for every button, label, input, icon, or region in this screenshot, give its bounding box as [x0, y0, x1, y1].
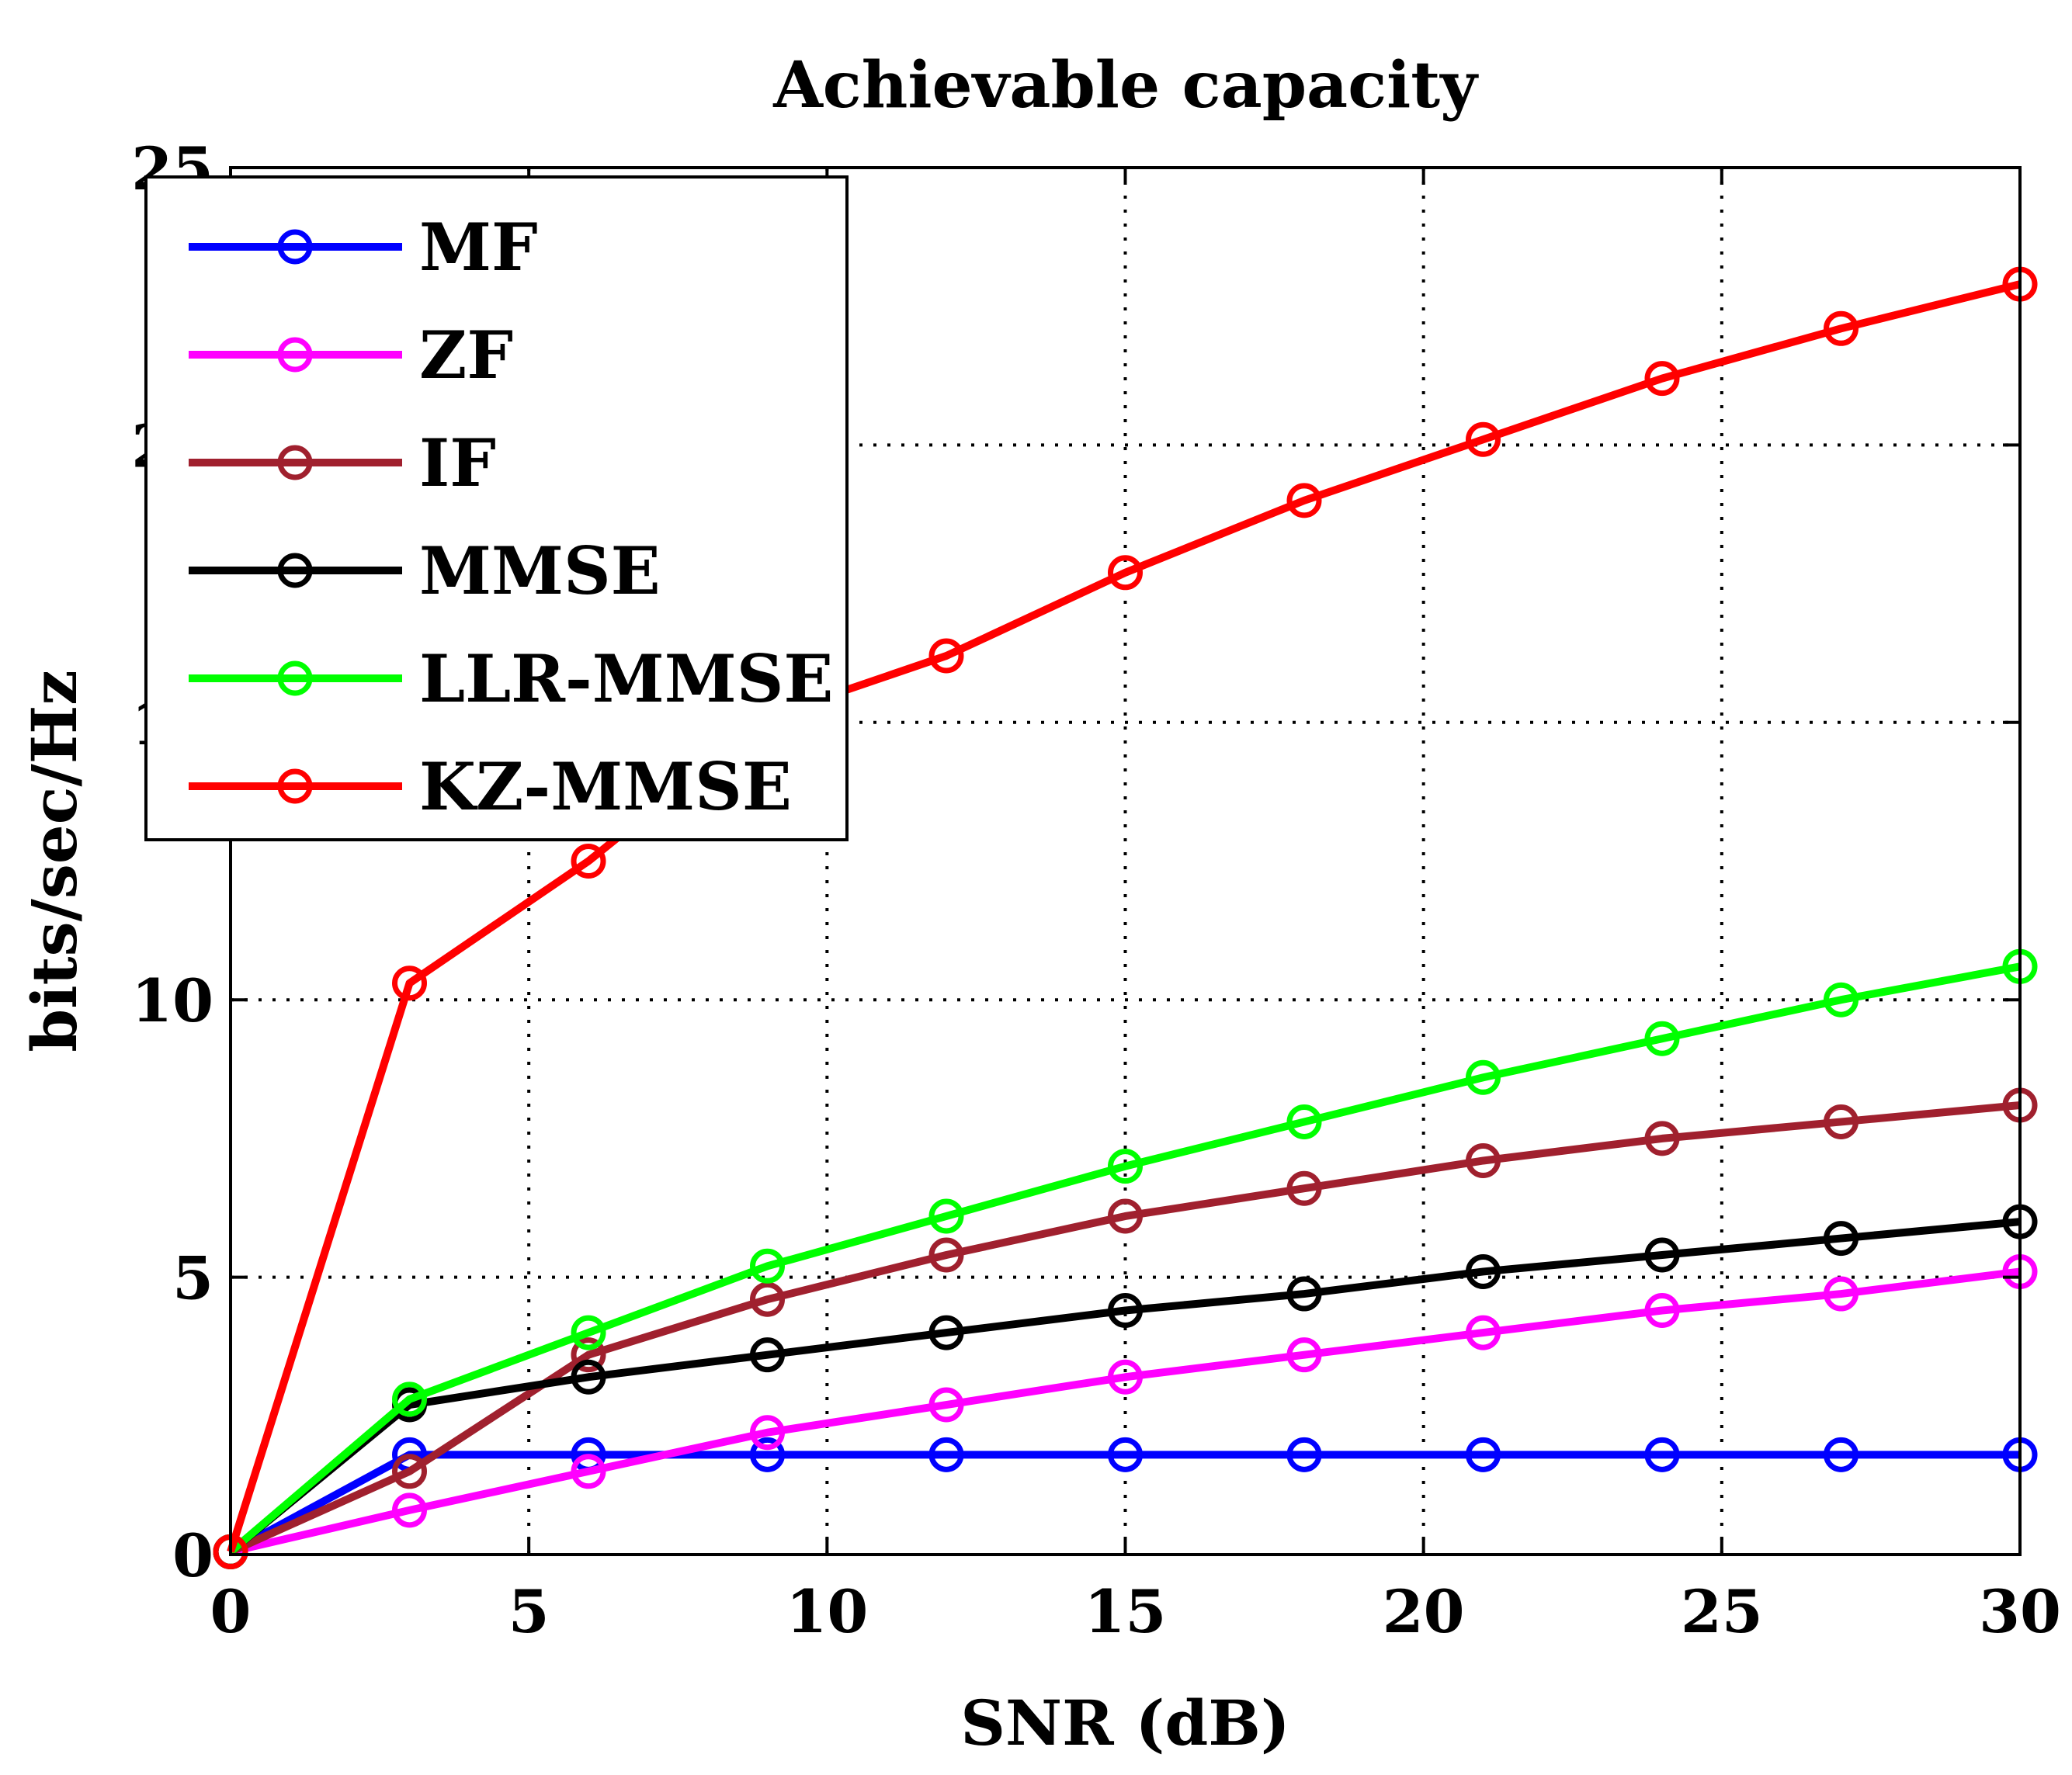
series-mmse	[213, 1204, 2038, 1569]
data-point	[1108, 1437, 1143, 1472]
legend-swatch-marker	[277, 229, 313, 265]
data-point	[1644, 361, 1680, 397]
x-tick-label: 30	[1979, 1577, 2061, 1646]
data-point	[392, 966, 427, 1001]
data-point	[750, 1415, 785, 1451]
legend-swatch-marker	[277, 660, 313, 696]
series-line	[227, 962, 2021, 1555]
data-point	[1824, 310, 1859, 346]
chart-title: Achievable capacity	[772, 48, 1479, 123]
legend-label: IF	[419, 425, 496, 501]
series-layer	[213, 266, 2038, 1569]
data-point	[1644, 1021, 1680, 1056]
data-point	[750, 1337, 785, 1373]
legend-swatch-marker	[277, 768, 313, 804]
data-point	[928, 1315, 964, 1350]
data-point	[1466, 1253, 1501, 1289]
x-tick-label: 0	[210, 1577, 252, 1646]
data-point	[1824, 1221, 1859, 1257]
legend-swatch-marker	[277, 445, 313, 480]
data-point	[571, 1315, 606, 1350]
series-line	[228, 1101, 2021, 1555]
data-point	[928, 1198, 964, 1234]
legend-label: MF	[419, 209, 538, 286]
data-point	[928, 1237, 964, 1273]
series-line	[228, 1451, 2020, 1555]
legend-label: MMSE	[419, 532, 661, 609]
grid	[231, 168, 2020, 1555]
data-point	[1466, 1059, 1501, 1095]
data-point	[571, 1337, 606, 1373]
data-point	[392, 1492, 427, 1528]
data-point	[1286, 1170, 1322, 1206]
x-tick-label: 20	[1383, 1577, 1465, 1646]
data-point	[1286, 1337, 1322, 1373]
data-point	[571, 844, 606, 879]
data-point	[750, 1248, 785, 1284]
ticks: 0510152025300510152025	[131, 134, 2061, 1646]
legend: MF ZF IF MMSE LLR-MMSE KZ-MMSE	[144, 175, 849, 841]
y-tick-label: 5	[172, 1244, 213, 1313]
legend-label: LLR-MMSE	[419, 640, 833, 717]
legend-item: MF	[189, 209, 538, 286]
x-tick-label: 10	[786, 1577, 868, 1646]
series-line	[227, 1218, 2021, 1555]
x-axis-label: SNR (dB)	[960, 1687, 1290, 1759]
data-point	[1644, 1121, 1680, 1156]
data-point	[1108, 555, 1143, 591]
legend-swatch-marker	[277, 553, 313, 588]
data-point	[1466, 421, 1501, 457]
x-tick-label: 5	[508, 1577, 550, 1646]
data-point	[1824, 1104, 1859, 1139]
x-tick-label: 25	[1681, 1577, 1763, 1646]
data-point	[750, 1437, 785, 1472]
data-point	[928, 638, 964, 674]
y-tick-label: 0	[172, 1521, 213, 1590]
data-point	[571, 1454, 606, 1489]
data-point	[1466, 1315, 1501, 1350]
data-point	[1824, 1437, 1859, 1472]
data-point	[1644, 1292, 1680, 1328]
data-point	[1286, 483, 1322, 518]
series-line	[229, 1267, 2021, 1556]
legend-item: ZF	[189, 317, 513, 393]
data-point	[1108, 1149, 1143, 1184]
data-point	[1286, 1276, 1322, 1312]
data-point	[1824, 982, 1859, 1018]
data-point	[928, 1437, 964, 1472]
legend-item: KZ-MMSE	[189, 748, 792, 825]
legend-box	[144, 175, 849, 841]
data-point	[1108, 1292, 1143, 1328]
data-point	[928, 1387, 964, 1423]
series-line	[227, 280, 2022, 1553]
legend-item: MMSE	[189, 532, 661, 609]
data-point	[1466, 1142, 1501, 1178]
x-tick-label: 15	[1085, 1577, 1167, 1646]
data-point	[1644, 1237, 1680, 1273]
data-point	[1824, 1276, 1859, 1312]
legend-swatch-marker	[277, 337, 313, 373]
legend-item: LLR-MMSE	[189, 640, 833, 717]
data-point	[1644, 1437, 1680, 1472]
data-point	[571, 1359, 606, 1395]
data-point	[1108, 1198, 1143, 1234]
data-point	[1286, 1104, 1322, 1139]
y-axis-label: bits/sec/Hz	[18, 670, 91, 1052]
data-point	[1466, 1437, 1501, 1472]
legend-item: IF	[189, 425, 496, 501]
series-mf	[213, 1437, 2038, 1569]
legend-label: KZ-MMSE	[419, 748, 792, 825]
data-point	[750, 1281, 785, 1317]
y-tick-label: 10	[131, 966, 213, 1035]
data-point	[1286, 1437, 1322, 1472]
legend-label: ZF	[419, 317, 513, 393]
data-point	[1108, 1359, 1143, 1395]
data-point	[392, 1382, 427, 1417]
data-point	[392, 1454, 427, 1489]
